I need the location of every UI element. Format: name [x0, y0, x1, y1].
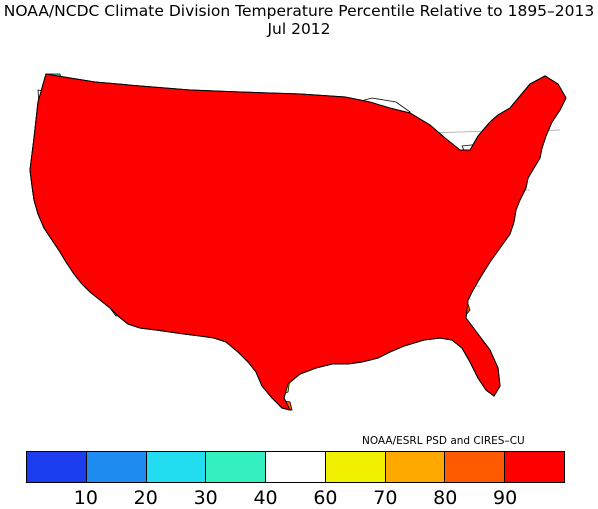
colorbar-swatch	[325, 452, 386, 482]
colorbar-tick-label: 10	[73, 487, 98, 509]
data-credit: NOAA/ESRL PSD and CIRES–CU	[362, 435, 525, 447]
colorbar-tick-label: 20	[133, 487, 158, 509]
colorbar-legend	[26, 451, 565, 483]
colorbar-tick-label: 90	[493, 487, 518, 509]
colorbar-tick-label: 70	[373, 487, 398, 509]
colorbar-swatch	[86, 452, 147, 482]
colorbar-swatch	[206, 452, 267, 482]
colorbar-tick-label: 80	[433, 487, 458, 509]
colorbar-swatch	[27, 452, 87, 482]
map-subtitle: Jul 2012	[267, 20, 331, 38]
colorbar-swatch	[146, 452, 207, 482]
colorbar-swatch	[266, 452, 326, 482]
colorbar-tick-label: 60	[313, 487, 338, 509]
colorbar-tick-label: 40	[253, 487, 278, 509]
colorbar-swatch	[505, 452, 565, 482]
colorbar-swatch	[445, 452, 506, 482]
map-title: NOAA/NCDC Climate Division Temperature P…	[3, 2, 595, 20]
colorbar-ticks: 10 20 30 40 60 70 80 90	[26, 487, 565, 509]
colorbar-swatch	[385, 452, 446, 482]
colorbar-tick-label: 30	[193, 487, 218, 509]
